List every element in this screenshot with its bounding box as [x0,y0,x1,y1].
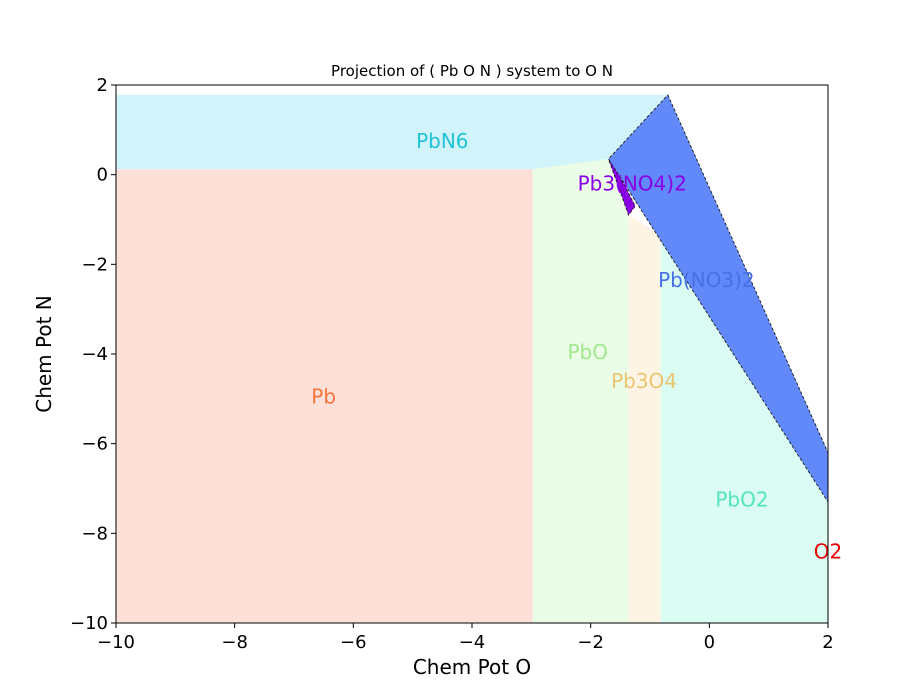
x-axis: −10 −8 −6 −4 −2 0 2 [97,623,834,653]
region-label-pbn6: PbN6 [416,129,468,153]
y-tick-label: −8 [81,523,108,544]
region-label-pb3o4: Pb3O4 [611,369,677,393]
y-tick-label: −6 [81,434,108,455]
y-tick-label: −10 [70,613,108,634]
x-tick-label: −8 [221,632,248,653]
y-axis: −10 −8 −6 −4 −2 0 2 [70,75,116,634]
region-label-pbno32: Pb(NO3)2 [658,268,755,292]
y-axis-label: Chem Pot N [32,295,56,413]
y-tick-label: −4 [81,344,108,365]
chart-title: Projection of ( Pb O N ) system to O N [331,62,613,80]
x-axis-label: Chem Pot O [413,655,531,679]
x-tick-label: −10 [97,632,135,653]
region-pb3o4 [628,215,661,623]
region-label-pb: Pb [311,385,336,409]
region-pb [116,169,533,624]
x-tick-label: −6 [340,632,367,653]
y-tick-label: 0 [97,165,108,186]
x-tick-label: −4 [459,632,486,653]
y-tick-label: −2 [81,254,108,275]
x-tick-label: 2 [822,632,833,653]
region-pbo [532,159,629,623]
region-label-pbo: PbO [567,340,608,364]
region-label-pbo2: PbO2 [715,488,768,512]
x-tick-label: −2 [577,632,604,653]
y-tick-label: 2 [97,75,108,96]
region-pbn6 [116,94,668,170]
x-tick-label: 0 [704,632,715,653]
region-pbo2 [660,235,828,623]
region-layer [116,94,829,624]
region-label-pb3no42: Pb3(NO4)2 [578,172,687,196]
